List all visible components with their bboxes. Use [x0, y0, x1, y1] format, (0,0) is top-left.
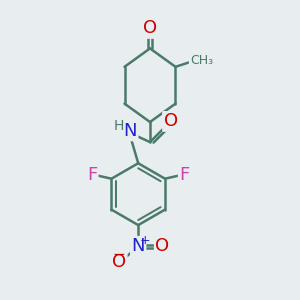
Text: −: −: [113, 247, 125, 262]
Text: N: N: [131, 237, 145, 255]
Text: N: N: [124, 122, 137, 140]
Text: H: H: [113, 119, 124, 134]
Text: CH₃: CH₃: [190, 54, 213, 67]
Text: F: F: [87, 166, 97, 184]
Text: +: +: [140, 234, 150, 247]
Text: O: O: [112, 254, 126, 272]
Text: O: O: [155, 237, 170, 255]
Text: O: O: [164, 112, 178, 130]
Text: F: F: [179, 166, 190, 184]
Text: O: O: [143, 20, 157, 38]
